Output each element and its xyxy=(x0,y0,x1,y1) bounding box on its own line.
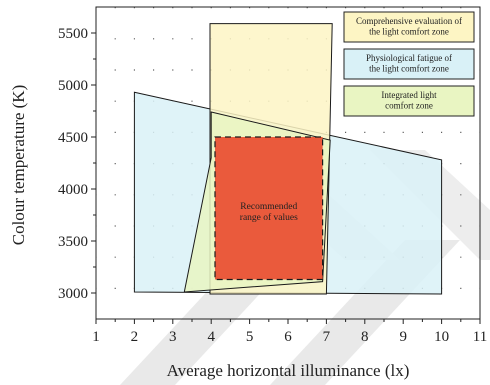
legend-label: the light comfort zone xyxy=(369,64,449,74)
x-tick-label: 7 xyxy=(323,329,331,345)
y-tick-label: 3000 xyxy=(58,286,88,302)
legend-label: the light comfort zone xyxy=(369,27,449,37)
x-tick-label: 8 xyxy=(361,329,369,345)
x-tick-label: 5 xyxy=(246,329,254,345)
x-tick-label: 2 xyxy=(131,329,139,345)
legend-label: Physiological fatigue of xyxy=(366,53,452,63)
y-tick-label: 4500 xyxy=(58,130,88,146)
x-axis-title: Average horizontal illuminance (lx) xyxy=(167,361,410,380)
y-tick-label: 5500 xyxy=(58,26,88,42)
legend-swatch xyxy=(343,85,475,117)
x-tick-label: 1 xyxy=(92,329,100,345)
legend-swatch xyxy=(343,48,475,80)
x-tick-label: 11 xyxy=(473,329,487,345)
legend-swatch xyxy=(343,11,475,43)
legend-label: Comprehensive evaluation of xyxy=(356,16,462,26)
y-axis-title: Colour temperature (K) xyxy=(9,85,28,246)
annotation-line: range of values xyxy=(240,212,298,223)
x-axis: 1 2 3 4 5 6 7 8 9 10 11 xyxy=(92,319,487,345)
x-tick-label: 10 xyxy=(434,329,449,345)
legend-label: comfort zone xyxy=(385,101,433,111)
legend-label: Integrated light xyxy=(381,90,437,100)
y-axis: 3000 3500 4000 4500 5000 5500 xyxy=(58,26,96,302)
y-tick-label: 5000 xyxy=(58,78,88,94)
x-tick-label: 3 xyxy=(169,329,177,345)
zone-3 xyxy=(214,136,324,281)
x-tick-label: 9 xyxy=(399,329,407,345)
x-tick-label: 4 xyxy=(207,329,215,345)
y-tick-label: 4000 xyxy=(58,182,88,198)
y-tick-label: 3500 xyxy=(58,234,88,250)
plot-area xyxy=(96,7,480,319)
x-tick-label: 6 xyxy=(284,329,292,345)
annotation-line: Recommended xyxy=(240,202,297,212)
